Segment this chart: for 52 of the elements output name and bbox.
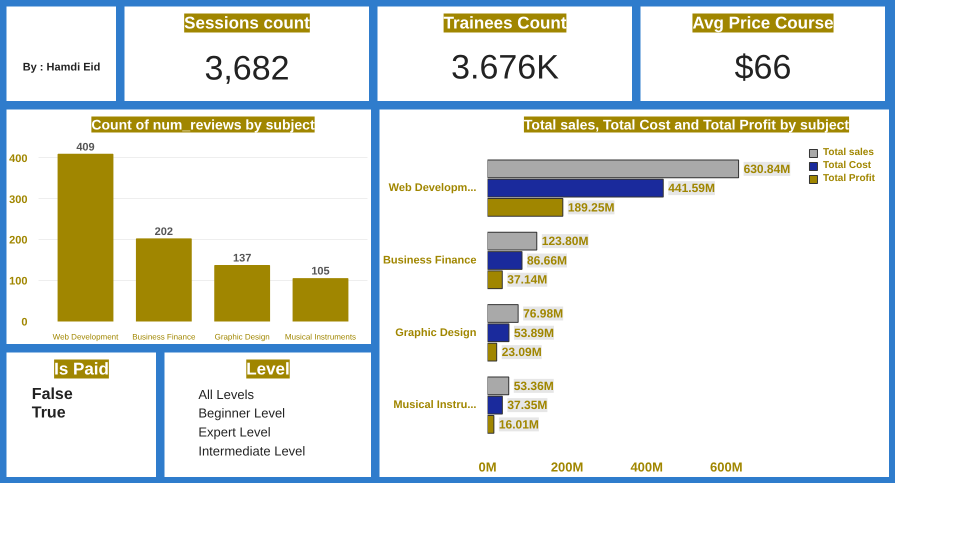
data-label: 37.35M bbox=[507, 398, 548, 412]
data-label: 630.84M bbox=[744, 162, 790, 176]
text: $66 bbox=[734, 48, 792, 86]
text: Beginner Level bbox=[198, 406, 286, 421]
data-label: 86.66M bbox=[526, 253, 568, 268]
text: Expert Level bbox=[198, 424, 271, 440]
data-label: 137 bbox=[232, 252, 252, 264]
legend-label: Total Cost bbox=[822, 160, 872, 171]
data-label: 189.25M bbox=[568, 200, 615, 214]
y-tick-label: Business Finance bbox=[382, 254, 477, 266]
y-tick-label: 400 bbox=[9, 152, 28, 165]
text: 3,682 bbox=[204, 50, 290, 88]
data-label: 409 bbox=[76, 141, 95, 154]
text: True bbox=[32, 404, 66, 422]
x-tick-label: 600M bbox=[710, 460, 743, 474]
x-tick-label: 0M bbox=[478, 460, 497, 474]
text: Avg Price Course bbox=[692, 14, 834, 32]
y-tick-label: 0 bbox=[21, 316, 28, 328]
chart-title: Count of num_reviews by subject bbox=[91, 116, 315, 132]
text: Level bbox=[246, 360, 290, 378]
x-tick-label: 200M bbox=[550, 460, 584, 474]
text: All Levels bbox=[198, 386, 254, 402]
data-label: 16.01M bbox=[498, 417, 539, 432]
x-tick-label: 400M bbox=[630, 460, 663, 474]
data-label: 37.14M bbox=[507, 272, 548, 287]
legend-label: Total Profit bbox=[822, 173, 875, 184]
text: Sessions count bbox=[184, 14, 310, 32]
y-tick-label: 200 bbox=[9, 234, 28, 247]
text: 3.676K bbox=[451, 48, 560, 86]
data-label: 76.98M bbox=[523, 306, 564, 320]
text: Is Paid bbox=[54, 360, 109, 378]
y-tick-label: 300 bbox=[9, 194, 28, 206]
legend-label: Total sales bbox=[822, 147, 874, 158]
x-tick-label: Business Finance bbox=[132, 332, 196, 342]
y-tick-label: Web Developm... bbox=[388, 182, 477, 194]
data-label: 202 bbox=[154, 226, 174, 238]
x-tick-label: Graphic Design bbox=[214, 332, 270, 342]
x-tick-label: Musical Instruments bbox=[284, 332, 356, 342]
data-label: 53.89M bbox=[514, 326, 554, 340]
chart-title: Total sales, Total Cost and Total Profit by subject bbox=[524, 116, 850, 132]
data-label: 123.80M bbox=[542, 234, 588, 248]
x-tick-label: Web Development bbox=[52, 332, 120, 342]
text: False bbox=[32, 386, 73, 403]
text: Intermediate Level bbox=[198, 444, 306, 458]
y-tick-label: 100 bbox=[9, 276, 28, 288]
data-label: 53.36M bbox=[514, 378, 554, 393]
text: By : Hamdi Eid bbox=[22, 62, 100, 74]
data-label: 441.59M bbox=[668, 181, 715, 196]
text: Trainees Count bbox=[444, 14, 567, 32]
y-tick-label: Musical Instru... bbox=[393, 399, 477, 412]
data-label: 105 bbox=[311, 266, 330, 278]
data-label: 23.09M bbox=[502, 345, 542, 360]
